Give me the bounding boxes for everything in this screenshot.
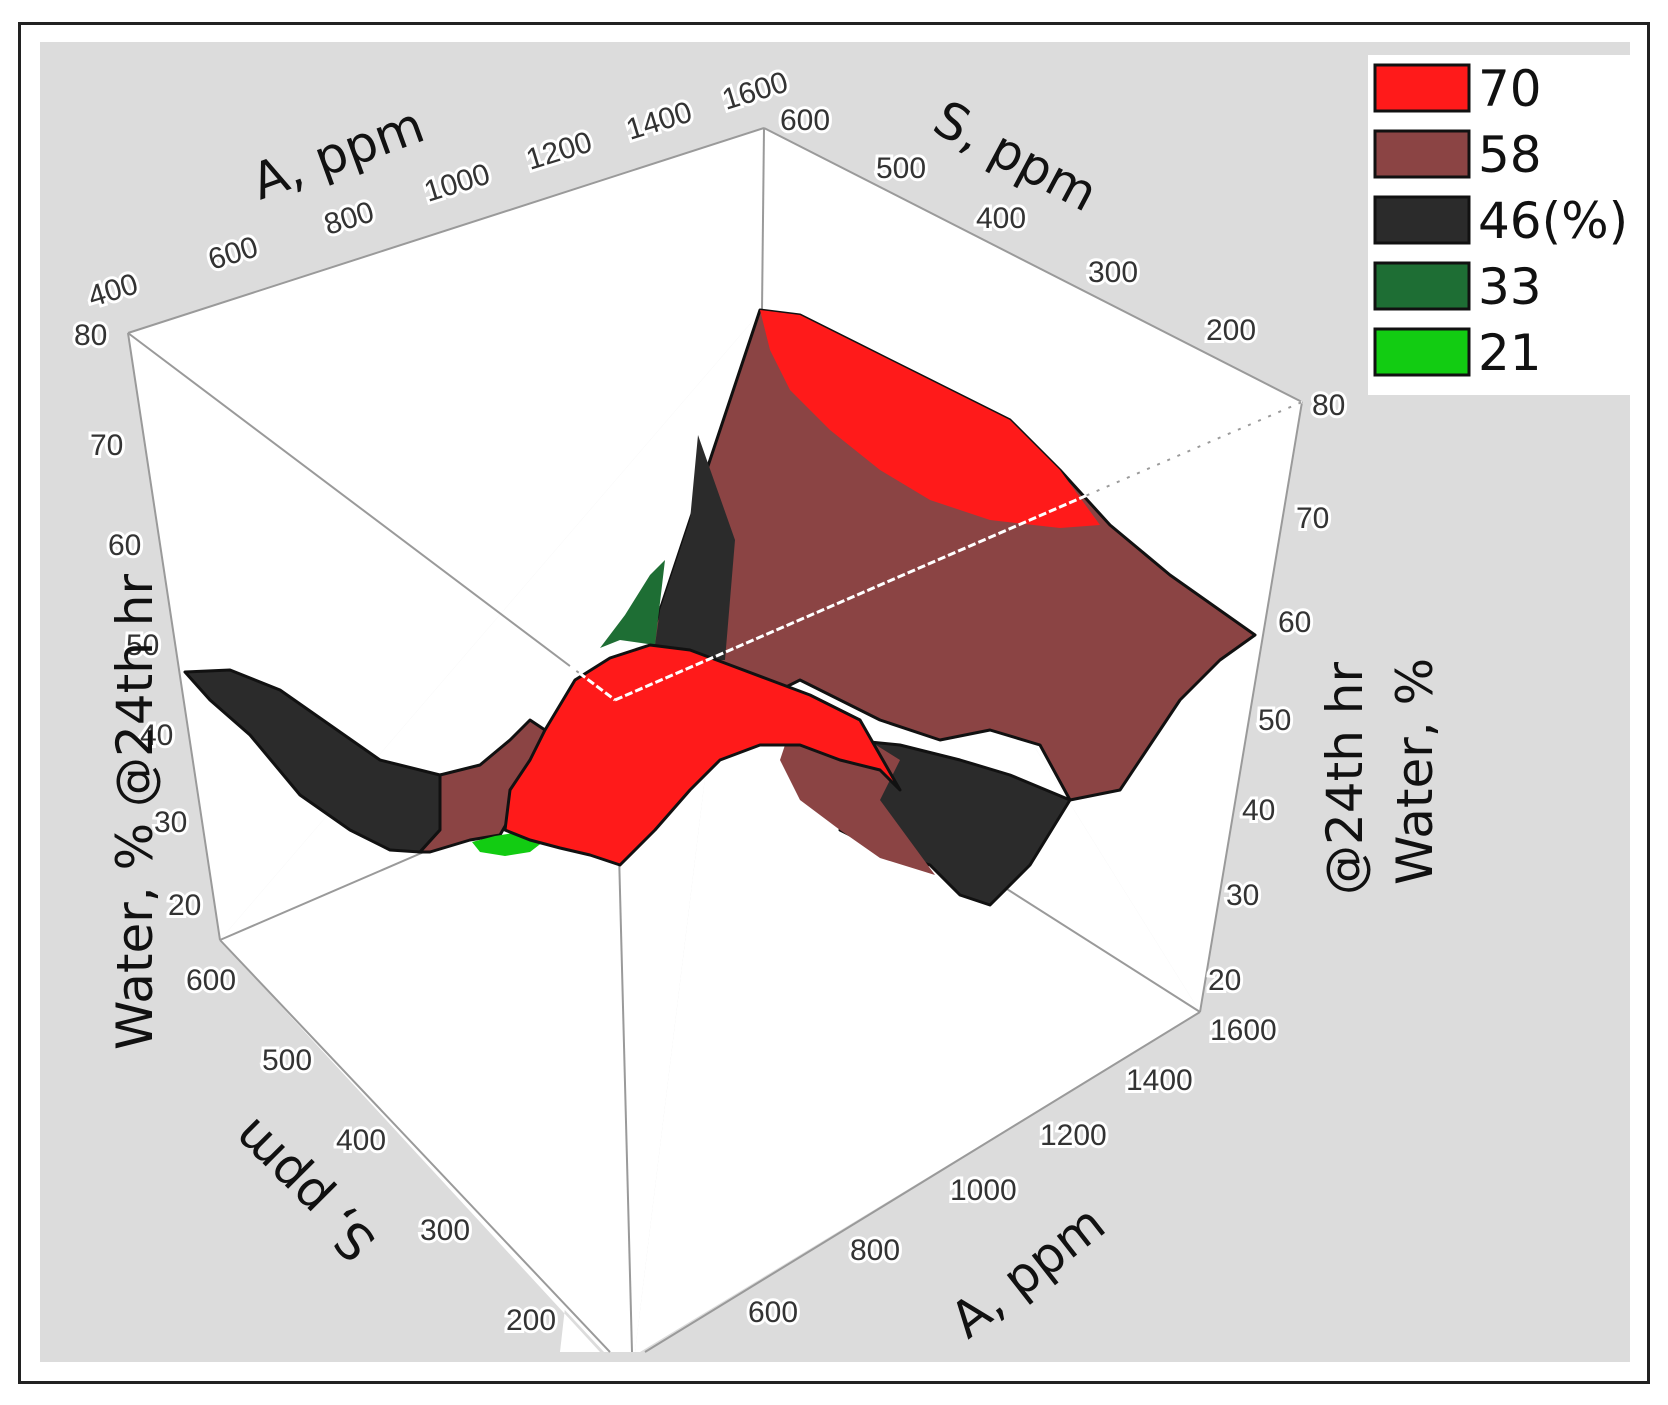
highlight-left bbox=[569, 664, 616, 702]
legend-swatch-33 bbox=[1373, 261, 1471, 311]
tick-right-z-70: 70 bbox=[1296, 502, 1329, 535]
tick-top-S-500: 500 bbox=[876, 152, 926, 185]
surface-region-70-center bbox=[503, 643, 902, 867]
tick-top-S-600: 600 bbox=[780, 104, 830, 137]
right-z-ticks: 80 70 60 50 40 30 20 bbox=[1205, 386, 1348, 1000]
edge-left-vertical bbox=[127, 332, 221, 941]
edge-floor-right bbox=[984, 874, 1201, 1013]
front-edge-highlight bbox=[569, 400, 1303, 702]
tick-right-z-40: 40 bbox=[1242, 794, 1275, 827]
edge-inner-left bbox=[127, 332, 616, 701]
axis-title-z-right-line2: Water, % bbox=[1386, 658, 1444, 885]
top-S-ticks: 600 500 400 300 200 bbox=[777, 101, 1259, 350]
tick-bottom-S-400: 400 bbox=[336, 1124, 386, 1157]
legend-label-33: 33 bbox=[1478, 258, 1542, 316]
surface-region-58-right bbox=[780, 720, 935, 875]
tick-top-S-200: 200 bbox=[1206, 314, 1256, 347]
legend-swatch-46 bbox=[1373, 195, 1471, 245]
tick-right-z-60: 60 bbox=[1278, 606, 1311, 639]
tick-top-A-400: 400 bbox=[84, 267, 142, 313]
legend-label-58: 58 bbox=[1478, 126, 1542, 184]
floor-front bbox=[220, 700, 615, 1352]
tick-bottom-A-1000: 1000 bbox=[950, 1174, 1017, 1207]
tick-bottom-A-1400: 1400 bbox=[1126, 1064, 1193, 1097]
tick-right-z-30: 30 bbox=[1226, 879, 1259, 912]
edge-top-right bbox=[763, 127, 1303, 403]
tick-left-z-30: 30 bbox=[154, 806, 187, 839]
tick-bottom-S-200: 200 bbox=[506, 1304, 556, 1337]
tick-top-A-600: 600 bbox=[204, 230, 262, 276]
edge-top-left bbox=[127, 127, 765, 334]
edge-bottom-left bbox=[219, 939, 611, 1353]
tick-left-z-80: 80 bbox=[74, 319, 107, 352]
tick-right-z-50: 50 bbox=[1258, 704, 1291, 737]
tick-left-z-60: 60 bbox=[108, 529, 141, 562]
tick-top-A-1200: 1200 bbox=[522, 126, 595, 177]
bottom-A-ticks: 1600 1400 1200 1000 800 600 bbox=[745, 1011, 1280, 1332]
tick-left-z-50: 50 bbox=[126, 629, 159, 662]
surface-region-70-peak bbox=[760, 310, 1100, 528]
tick-top-S-400: 400 bbox=[976, 202, 1026, 235]
edge-right-vertical bbox=[1199, 401, 1303, 1013]
edge-bottom-right bbox=[644, 1011, 1201, 1353]
left-z-ticks: 80 70 60 50 40 30 20 bbox=[71, 316, 204, 925]
legend-label-46: 46(%) bbox=[1478, 192, 1628, 250]
tick-left-z-40: 40 bbox=[140, 719, 173, 752]
highlight-right bbox=[614, 400, 1303, 702]
legend-swatch-58 bbox=[1373, 129, 1471, 179]
surface-region-46-inner bbox=[655, 435, 735, 660]
tick-right-z-20: 20 bbox=[1208, 964, 1241, 997]
legend-label-70: 70 bbox=[1478, 60, 1542, 118]
tick-bottom-S-600: 600 bbox=[186, 964, 236, 997]
axis-title-z-right-line1: @24th hr bbox=[1316, 662, 1374, 896]
tick-left-z-20: 20 bbox=[168, 889, 201, 922]
tick-bottom-A-600: 600 bbox=[748, 1296, 798, 1329]
axis-title-A-top: A, ppm bbox=[244, 96, 431, 211]
legend: 70 58 46(%) 33 21 bbox=[1368, 55, 1638, 395]
tick-top-A-800: 800 bbox=[320, 195, 378, 241]
legend-label-21: 21 bbox=[1478, 324, 1542, 382]
surface-region-33 bbox=[600, 560, 665, 648]
tick-bottom-A-1200: 1200 bbox=[1040, 1119, 1107, 1152]
edge-back-vertical bbox=[761, 127, 765, 311]
tick-top-S-300: 300 bbox=[1088, 256, 1138, 289]
tick-bottom-A-1600: 1600 bbox=[1210, 1014, 1277, 1047]
tick-bottom-A-800: 800 bbox=[850, 1234, 900, 1267]
tick-bottom-S-300: 300 bbox=[420, 1214, 470, 1247]
axis-title-A-bottom: A, ppm bbox=[940, 1194, 1116, 1349]
tick-top-A-1400: 1400 bbox=[622, 96, 695, 147]
tick-top-A-1000: 1000 bbox=[420, 158, 493, 209]
edge-floor-left bbox=[219, 844, 441, 941]
legend-swatch-70 bbox=[1373, 63, 1471, 113]
tick-right-z-80: 80 bbox=[1312, 389, 1345, 422]
tick-bottom-S-500: 500 bbox=[262, 1044, 312, 1077]
legend-swatch-21 bbox=[1373, 327, 1471, 377]
tick-left-z-70: 70 bbox=[90, 429, 123, 462]
axis-title-z-left: Water, % @24th hr bbox=[106, 574, 164, 1050]
bottom-S-ticks: 600 500 400 300 200 bbox=[183, 961, 559, 1340]
